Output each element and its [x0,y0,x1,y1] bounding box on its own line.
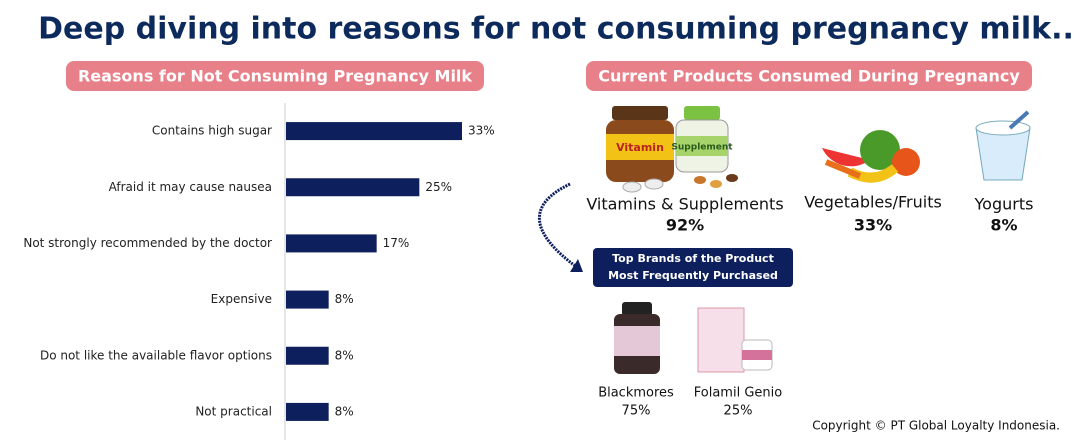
value-label: 8% [335,404,354,418]
blackmores-pack [614,302,660,374]
section-pill [586,61,1032,91]
folamil-pack [697,307,773,373]
product-share: 8% [990,216,1017,235]
brands-title: Most Frequently Purchased [608,269,778,282]
category-label: Not strongly recommended by the doctor [23,236,272,250]
brands-title: Top Brands of the Product [612,252,774,265]
vegetables-icon [822,130,920,183]
category-label: Expensive [211,292,272,306]
product-share: 33% [854,216,892,235]
value-label: 25% [425,180,452,194]
brands-box [593,248,793,287]
product-name: Vegetables/Fruits [804,193,942,212]
yogurt-icon [975,110,1031,181]
product-name: Yogurts [974,195,1034,214]
arrow-head [570,259,583,272]
vitamin-icon: Vitamin Supplement [606,106,738,193]
brand-share: 75% [622,404,651,419]
icon-label: Vitamin [616,141,664,154]
value-label: 8% [335,292,354,306]
category-label: Do not like the available flavor options [40,348,272,362]
copyright: Copyright © PT Global Loyalty Indonesia. [812,419,1060,433]
value-label: 17% [383,236,410,250]
brand-name: Folamil Genio [694,386,782,401]
arrow [538,182,579,270]
bar [286,346,329,365]
category-label: Contains high sugar [152,124,272,138]
brand-name: Blackmores [598,386,674,401]
bar [286,122,462,141]
value-label: 33% [468,124,495,138]
category-label: Not practical [195,404,272,418]
page-title: Deep diving into reasons for not consumi… [38,12,1074,47]
section-title: Current Products Consumed During Pregnan… [598,67,1020,86]
section-pill [66,61,484,91]
bar [286,402,329,421]
bar [286,234,377,253]
product-name: Vitamins & Supplements [586,195,783,214]
chart-title: Reasons for Not Consuming Pregnancy Milk [78,67,472,86]
category-label: Afraid it may cause nausea [109,180,272,194]
value-label: 8% [335,348,354,362]
product-share: 92% [666,216,704,235]
bar [286,290,329,309]
brand-share: 25% [724,404,753,419]
icon-label: Supplement [671,143,733,153]
bar [286,178,420,197]
